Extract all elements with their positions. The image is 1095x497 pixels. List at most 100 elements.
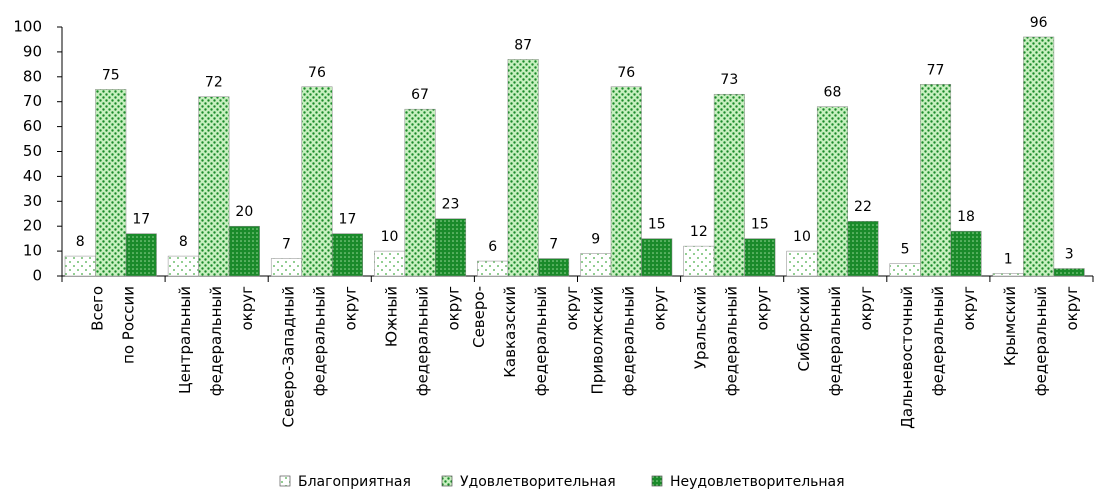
bar: [198, 96, 230, 277]
value-label: 8: [76, 234, 85, 250]
value-label: 10: [793, 229, 811, 245]
value-label: 15: [751, 217, 769, 233]
value-label: 75: [102, 67, 120, 83]
legend-label: Неудовлетворительная: [670, 474, 845, 490]
bar: [610, 86, 642, 277]
bar: [301, 86, 333, 277]
x-tick-label: округ: [238, 286, 256, 331]
value-label: 7: [282, 237, 291, 253]
bar: [683, 245, 715, 277]
value-label: 3: [1065, 247, 1074, 263]
value-label: 12: [690, 224, 708, 240]
value-label: 15: [648, 217, 666, 233]
bar: [507, 59, 539, 277]
x-tick-label: федеральный: [310, 286, 328, 396]
bar: [816, 106, 848, 277]
value-label: 87: [514, 37, 532, 53]
bar: [744, 238, 776, 277]
value-label: 96: [1030, 15, 1048, 31]
x-tick-label: Приволжский: [589, 286, 607, 394]
bar: [167, 255, 199, 277]
x-tick-label: федеральный: [207, 286, 225, 396]
bar: [1023, 36, 1055, 277]
bar: [641, 238, 673, 277]
x-tick-label: федеральный: [620, 286, 638, 396]
y-tick-label: 10: [23, 242, 42, 260]
bar: [950, 230, 982, 277]
bar: [538, 258, 570, 277]
x-tick-label: Крымский: [1001, 286, 1019, 366]
legend-label: Удовлетворительная: [460, 474, 616, 490]
bar: [331, 233, 363, 277]
x-tick-label: Северо-Западный: [279, 286, 297, 427]
value-label: 10: [381, 229, 399, 245]
y-tick-label: 20: [23, 217, 42, 235]
value-label: 5: [901, 242, 910, 258]
x-tick-label: Всего: [89, 286, 107, 331]
value-label: 17: [339, 212, 357, 228]
value-label: 72: [205, 75, 223, 91]
x-tick-label: федеральный: [1032, 286, 1050, 396]
legend-swatch: [651, 475, 663, 487]
x-tick-label: округ: [444, 286, 462, 331]
y-tick-label: 70: [23, 92, 42, 110]
x-tick-label: федеральный: [723, 286, 741, 396]
y-tick-label: 60: [23, 117, 42, 135]
x-tick-label: округ: [754, 286, 772, 331]
value-label: 17: [132, 212, 150, 228]
x-tick-label: Сибирский: [795, 286, 813, 372]
bar: [477, 260, 509, 277]
y-tick-label: 80: [23, 67, 42, 85]
y-tick-label: 40: [23, 167, 42, 185]
x-tick-label: по России: [120, 286, 138, 364]
bar: [847, 220, 879, 277]
y-tick-label: 50: [23, 142, 42, 160]
bar: [713, 93, 745, 277]
y-tick-label: 90: [23, 42, 42, 60]
bar: [64, 255, 96, 277]
value-label: 22: [854, 199, 872, 215]
value-label: 7: [549, 237, 558, 253]
y-tick-label: 100: [13, 18, 42, 36]
x-tick-label: федеральный: [413, 286, 431, 396]
value-label: 1: [1004, 252, 1013, 268]
bar: [786, 250, 818, 277]
value-label: 8: [179, 234, 188, 250]
value-label: 23: [442, 197, 460, 213]
value-label: 77: [927, 62, 945, 78]
x-tick-label: федеральный: [826, 286, 844, 396]
value-label: 67: [411, 87, 429, 103]
bar: [1053, 268, 1085, 277]
x-tick-label: Южный: [382, 286, 400, 347]
value-label: 20: [235, 204, 253, 220]
x-tick-label: Кавказский: [501, 286, 519, 378]
bar: [435, 218, 467, 277]
bar: [95, 89, 127, 277]
x-tick-label: округ: [341, 286, 359, 331]
x-tick-label: Уральский: [692, 286, 710, 369]
value-label: 68: [824, 85, 842, 101]
x-tick-label: федеральный: [929, 286, 947, 396]
x-tick-label: округ: [857, 286, 875, 331]
x-tick-label: округ: [1063, 286, 1081, 331]
bar: [889, 263, 921, 277]
value-label: 76: [617, 65, 635, 81]
value-label: 6: [488, 239, 497, 255]
value-label: 73: [720, 72, 738, 88]
y-tick-label: 0: [32, 267, 42, 285]
x-tick-label: Северо-: [470, 286, 488, 348]
legend-swatch: [279, 475, 291, 487]
bar: [992, 273, 1024, 277]
x-tick-label: Центральный: [176, 286, 194, 394]
x-tick-label: округ: [563, 286, 581, 331]
bar: [270, 258, 302, 277]
value-label: 9: [591, 232, 600, 248]
x-tick-label: округ: [651, 286, 669, 331]
bar: [125, 233, 157, 277]
bar: [374, 250, 406, 277]
value-label: 18: [957, 209, 975, 225]
legend-label: Благоприятная: [298, 474, 411, 490]
bar: [404, 108, 436, 277]
x-tick-label: Дальневосточный: [898, 286, 916, 429]
